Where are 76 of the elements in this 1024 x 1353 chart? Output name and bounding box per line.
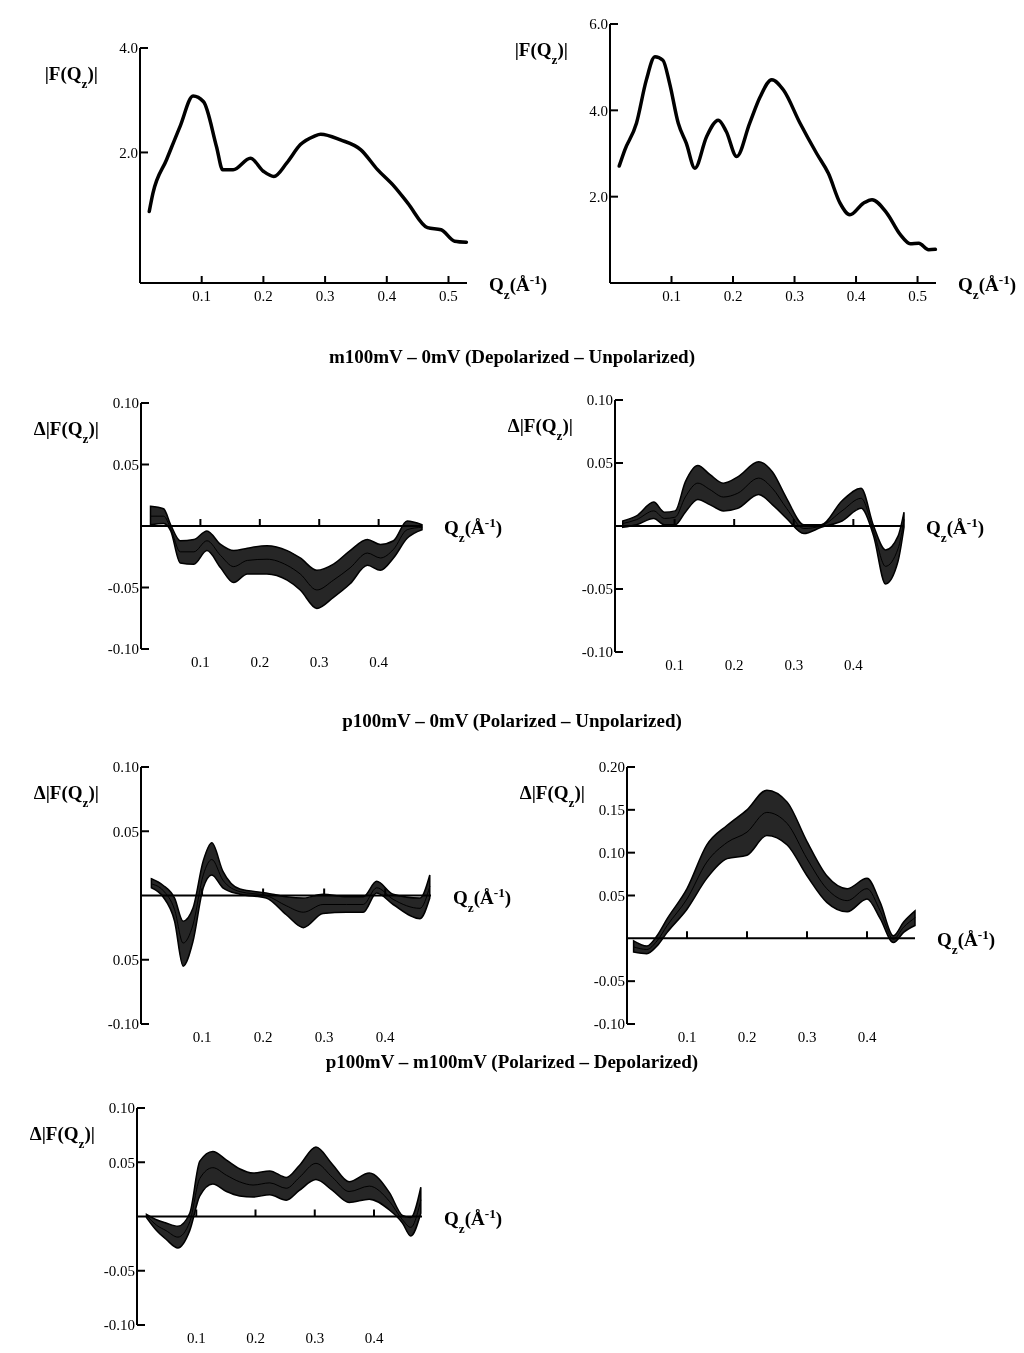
x-tick-label: 0.4 [377, 288, 397, 304]
y-tick-label: 0.10 [112, 759, 139, 776]
y-tick-label: 0.05 [112, 952, 139, 968]
x-tick-label: 0.2 [253, 1029, 273, 1045]
x-tick-label: 0.4 [375, 1029, 396, 1045]
x-tick-label: 0.2 [254, 288, 273, 304]
x-tick-label: 0.1 [662, 288, 681, 304]
y-tick-label: 0.15 [598, 802, 625, 819]
y-tick-label: -0.10 [107, 641, 139, 658]
y-tick-label: 2.0 [119, 144, 138, 161]
x-axis-title: Q$_{z}$(Å$^{-1}$) [444, 1205, 503, 1235]
x-axis-title: Q$_{z}$(Å$^{-1}$) [489, 271, 548, 302]
text: m100mV – 0mV (Depolarized – Unpolarized) [328, 346, 696, 368]
x-tick-label: 0.5 [439, 288, 458, 304]
x-tick-label: 0.4 [369, 654, 389, 670]
y-axis-title: Δ|F(Q$_{z}$)| [33, 418, 99, 446]
x-tick-label: 0.2 [246, 1330, 265, 1346]
y-axis-title: Δ|F(Q$_{z}$)| [33, 782, 99, 810]
x-tick-label: 0.4 [857, 1029, 877, 1045]
x-tick-label: 0.3 [797, 1029, 817, 1045]
x-tick-label: 0.2 [723, 288, 743, 304]
x-axis-title: Q$_{z}$(Å$^{-1}$) [444, 514, 503, 545]
x-tick-label: 0.3 [785, 288, 804, 304]
y-tick-label: 0.05 [586, 455, 613, 472]
y-tick-label: 4.0 [119, 40, 138, 57]
y-tick-label: -0.05 [107, 579, 139, 596]
y-tick-label: -0.10 [593, 1016, 625, 1033]
y-tick-label: -0.05 [103, 1263, 135, 1279]
y-axis-title: Δ|F(Q$_{z}$)| [507, 415, 573, 443]
y-tick-label: 0.05 [108, 1154, 135, 1171]
x-tick-label: 0.3 [305, 1330, 325, 1346]
y-tick-label: 0.10 [112, 395, 139, 412]
x-tick-label: 0.3 [309, 654, 329, 670]
x-tick-label: 0.4 [846, 288, 866, 304]
x-axis-title: Q$_{z}$(Å$^{-1}$) [937, 926, 996, 957]
y-axis-title: |F(Q$_{z}$)| [44, 63, 98, 91]
x-tick-label: 0.1 [186, 1330, 206, 1346]
x-tick-label: 0.1 [192, 288, 212, 304]
line-series [147, 94, 469, 245]
text: p100mV – 0mV (Polarized – Unpolarized) [342, 710, 682, 732]
x-tick-label: 0.1 [191, 654, 210, 670]
y-tick-label: -0.10 [107, 1016, 139, 1033]
y-tick-label: -0.10 [103, 1317, 135, 1334]
x-axis-title: Q$_{z}$(Å$^{-1}$) [958, 271, 1017, 302]
x-tick-label: 0.3 [314, 1029, 334, 1045]
y-axis-title: Δ|F(Q$_{z}$)| [519, 782, 585, 810]
x-tick-label: 0.1 [665, 657, 684, 673]
x-tick-label: 0.3 [315, 288, 335, 304]
y-tick-label: -0.10 [581, 644, 613, 661]
y-tick-label: 2.0 [589, 188, 608, 205]
text: p100mV – m100mV (Polarized – Depolarized) [325, 1051, 699, 1073]
x-tick-label: 0.2 [724, 657, 744, 673]
y-tick-label: -0.05 [593, 973, 625, 990]
y-tick-label: 0.10 [598, 844, 625, 861]
line-series [617, 55, 938, 252]
y-tick-label: 0.05 [112, 456, 139, 473]
x-tick-label: 0.5 [908, 288, 927, 304]
y-tick-label: -0.05 [581, 581, 613, 598]
x-tick-label: 0.4 [364, 1330, 384, 1346]
y-tick-label: 6.0 [589, 16, 608, 33]
y-tick-label: 0.05 [112, 823, 139, 840]
x-tick-label: 0.2 [250, 654, 270, 670]
x-axis-title: Q$_{z}$(Å$^{-1}$) [453, 884, 512, 914]
y-axis-title: |F(Q$_{z}$)| [514, 39, 568, 67]
y-tick-label: 0.05 [598, 887, 625, 904]
y-axis-title: Δ|F(Q$_{z}$)| [29, 1123, 95, 1151]
x-tick-label: 0.1 [192, 1029, 212, 1045]
x-tick-label: 0.3 [784, 657, 804, 673]
y-tick-label: 4.0 [589, 102, 608, 119]
x-tick-label: 0.1 [677, 1029, 697, 1045]
y-tick-label: 0.10 [108, 1100, 135, 1117]
y-tick-label: 0.20 [598, 759, 625, 776]
x-tick-label: 0.4 [843, 657, 864, 673]
y-tick-label: 0.10 [586, 392, 613, 409]
x-axis-title: Q$_{z}$(Å$^{-1}$) [926, 514, 985, 545]
x-tick-label: 0.2 [737, 1029, 757, 1045]
